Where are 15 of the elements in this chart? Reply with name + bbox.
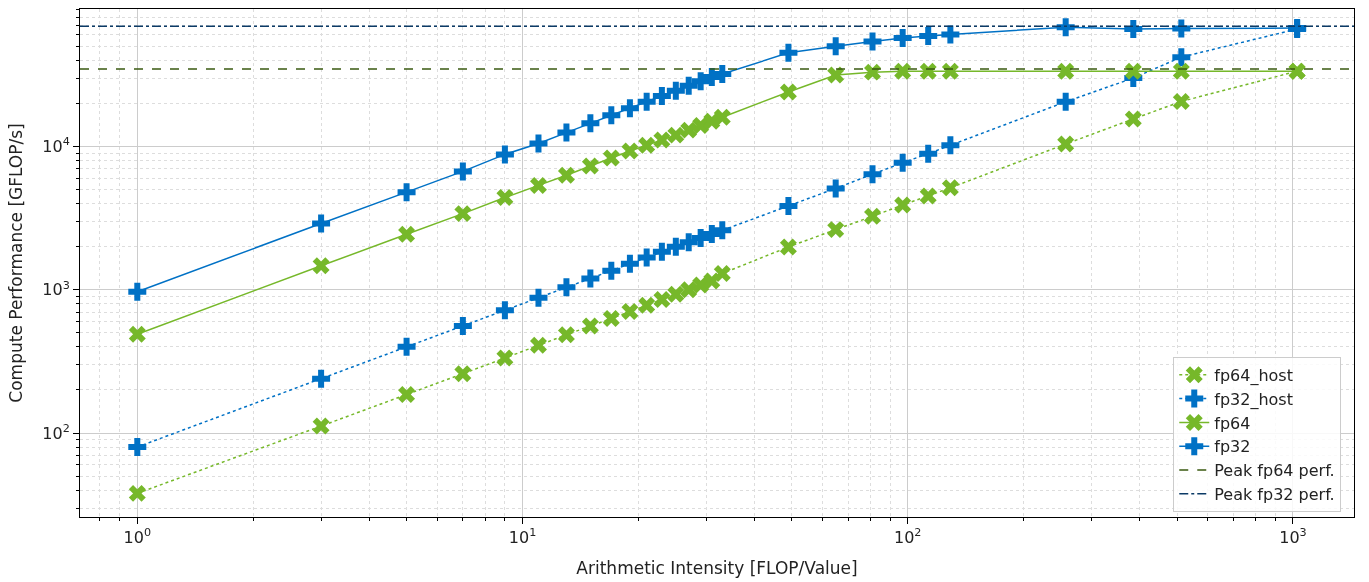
x-tick-label: 10$^{3}$ <box>1279 526 1307 548</box>
y-tick-label: 10$^{4}$ <box>42 135 70 157</box>
legend-label: Peak fp64 perf. <box>1214 461 1335 481</box>
legend-label: fp64 <box>1214 413 1251 433</box>
legend-label: fp32 <box>1214 437 1251 457</box>
y-axis-title: Compute Performance [GFLOP/s] <box>5 123 26 403</box>
legend-label: fp64_host <box>1214 366 1293 387</box>
y-tick-label: 10$^{2}$ <box>42 422 70 443</box>
y-tick-label: 10$^{3}$ <box>42 278 70 300</box>
x-tick-label: 10$^{2}$ <box>894 526 922 548</box>
legend-label: Peak fp32 perf. <box>1214 485 1335 505</box>
x-axis-title: Arithmetic Intensity [FLOP/Value] <box>576 557 858 578</box>
x-tick-label: 10$^{1}$ <box>508 526 537 548</box>
legend-label: fp32_host <box>1214 389 1293 410</box>
x-tick-label: 10$^{0}$ <box>123 526 152 548</box>
